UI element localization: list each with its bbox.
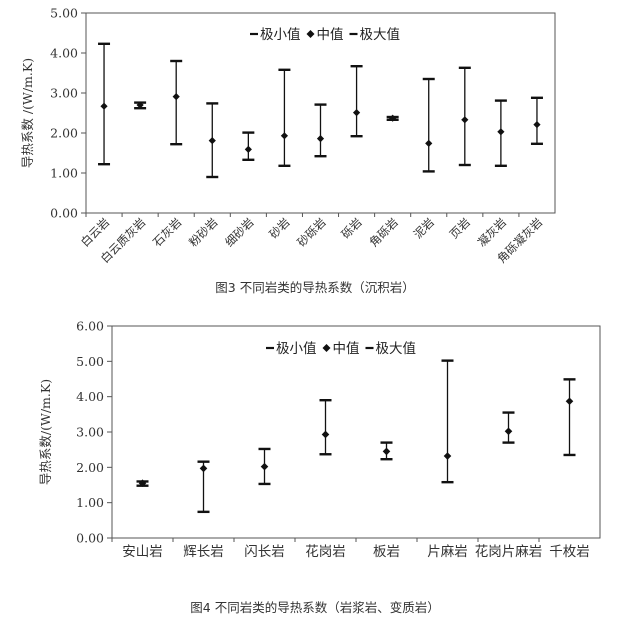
y-tick-label: 5.00	[76, 354, 104, 369]
x-tick-label: 凝灰岩	[475, 215, 509, 249]
legend-mid-label: 中值	[317, 27, 344, 43]
y-tick-label: 2.00	[76, 460, 104, 475]
median-marker	[199, 464, 208, 473]
legend-min-label: 极小值	[276, 341, 317, 357]
median-marker	[280, 132, 289, 140]
median-marker	[208, 137, 216, 145]
x-tick-label: 石灰岩	[150, 215, 184, 249]
x-tick-label: 细砂岩	[222, 215, 256, 249]
legend-mid-label: 中值	[333, 341, 360, 357]
x-tick-label: 片麻岩	[427, 544, 468, 560]
x-tick-label: 砂岩	[266, 215, 292, 241]
y-tick-label: 3.00	[50, 86, 78, 101]
median-marker	[138, 479, 147, 488]
median-marker	[461, 116, 469, 124]
y-tick-label: 3.00	[76, 425, 104, 440]
x-tick-label: 安山岩	[122, 544, 163, 560]
legend-min-label: 极小值	[260, 27, 301, 43]
x-tick-label: 花岗岩	[305, 544, 346, 560]
median-marker	[533, 121, 541, 129]
y-tick-label: 5.00	[50, 6, 78, 21]
figure-3-caption: 图3 不同岩类的导热系数（沉积岩）	[215, 280, 415, 295]
legend-mid-symbol	[322, 344, 331, 352]
y-tick-label: 1.00	[50, 166, 78, 181]
x-tick-label: 花岗片麻岩	[475, 544, 543, 560]
median-marker	[443, 452, 452, 460]
legend-mid-symbol	[306, 30, 315, 38]
y-tick-label: 0.00	[76, 531, 104, 546]
x-tick-label: 页岩	[447, 215, 473, 241]
x-tick-label: 白云岩	[78, 215, 112, 249]
legend: 极小值 中值 极大值	[266, 341, 416, 357]
x-tick-label: 砾岩	[339, 215, 365, 241]
x-tick-label: 砂砾岩	[294, 215, 328, 249]
y-tick-label: 4.00	[76, 389, 104, 404]
y-tick-label: 0.00	[50, 206, 78, 221]
chart-sedimentary: 0.00 1.00 2.00 3.00 4.00 5.00 导热系数 /(W/m.K) 白云岩…	[20, 0, 580, 268]
plot-frame	[111, 325, 601, 539]
x-tick-label: 泥岩	[411, 215, 437, 241]
median-marker	[382, 447, 391, 456]
x-tick-label: 辉长岩	[183, 544, 224, 560]
legend-max-label: 极大值	[376, 341, 417, 357]
y-tick-label: 6.00	[76, 319, 104, 334]
median-marker	[497, 128, 505, 136]
x-tick-label: 闪长岩	[244, 544, 285, 560]
median-marker	[504, 427, 513, 436]
median-marker	[565, 397, 574, 406]
y-tick-label: 4.00	[50, 46, 78, 61]
median-marker	[100, 102, 108, 110]
legend-max-label: 极大值	[360, 27, 401, 43]
y-axis-label: 导热系数/(W/m.K)	[38, 379, 53, 485]
chart-svg: 0.00 1.00 2.00 3.00 4.00 5.00 导热系数 /(W/m.K) 白云岩…	[20, 6, 556, 266]
y-tick-label: 2.00	[50, 126, 78, 141]
x-tick-label: 千枚岩	[549, 544, 590, 560]
chart-svg: 0.00 1.00 2.00 3.00 4.00 5.00 6.00 导热系数/(W/m.K)…	[38, 319, 601, 560]
legend: 极小值 中值 极大值	[250, 27, 400, 43]
median-marker	[352, 109, 361, 117]
median-marker	[316, 135, 325, 143]
median-marker	[136, 101, 144, 109]
chart-igneous-metamorphic: 0.00 1.00 2.00 3.00 4.00 5.00 6.00 导热系数/(W/m.K)…	[30, 316, 610, 578]
median-marker	[425, 139, 433, 147]
x-tick-label: 粉砂岩	[186, 215, 220, 249]
plot-frame	[85, 12, 556, 214]
y-tick-label: 1.00	[76, 495, 104, 510]
x-tick-label: 板岩	[373, 544, 400, 560]
median-marker	[244, 145, 252, 153]
y-axis-label: 导热系数 /(W/m.K)	[20, 58, 35, 168]
x-tick-label: 角砾岩	[366, 215, 400, 249]
median-marker	[260, 462, 269, 471]
median-marker	[172, 93, 180, 101]
figure-4-caption: 图4 不同岩类的导热系数（岩浆岩、变质岩）	[190, 600, 440, 615]
median-marker	[321, 430, 330, 439]
median-marker	[389, 114, 397, 122]
